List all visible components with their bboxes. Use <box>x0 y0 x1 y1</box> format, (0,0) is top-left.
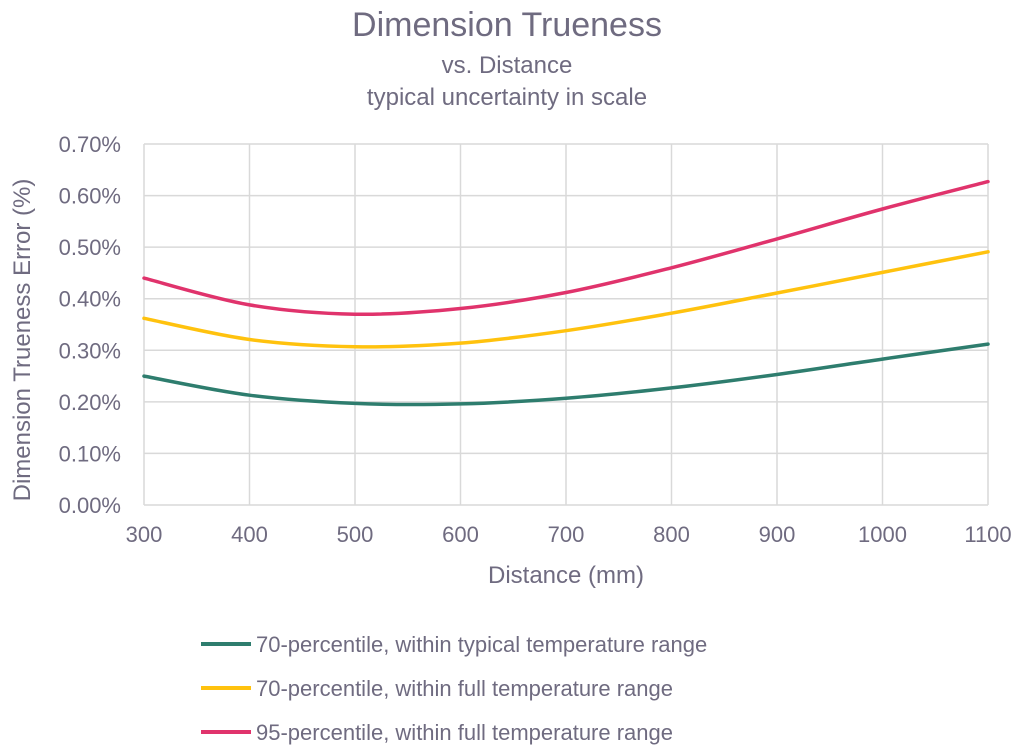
x-tick-label: 800 <box>653 522 690 547</box>
y-tick-label: 0.70% <box>59 132 121 157</box>
y-tick-label: 0.60% <box>59 184 121 209</box>
tick-labels: 0.00% 0.10% 0.20% 0.30% 0.40% 0.50% 0.60% 0.70%… <box>59 132 1012 547</box>
x-axis-title: Distance (mm) <box>488 562 644 589</box>
y-tick-label: 0.20% <box>59 390 121 415</box>
x-tick-label: 600 <box>442 522 479 547</box>
y-tick-label: 0.10% <box>59 441 121 466</box>
x-tick-label: 300 <box>126 522 163 547</box>
chart-subtitle-line-2: typical uncertainty in scale <box>367 84 647 111</box>
y-tick-label: 0.40% <box>59 287 121 312</box>
x-tick-label: 700 <box>548 522 585 547</box>
legend: 70-percentile, within typical temperatur… <box>201 632 707 745</box>
chart-subtitle-line-1: vs. Distance <box>442 52 573 79</box>
series-line-3 <box>142 179 990 317</box>
y-tick-label: 0.30% <box>59 338 121 363</box>
x-tick-label: 900 <box>759 522 796 547</box>
gridlines <box>143 143 989 506</box>
x-tick-label: 500 <box>337 522 374 547</box>
series-line-1 <box>142 342 990 407</box>
legend-label-1: 70-percentile, within typical temperatur… <box>256 632 707 657</box>
chart-title: Dimension Trueness <box>352 6 662 44</box>
series-lines <box>142 179 990 407</box>
y-tick-label: 0.50% <box>59 235 121 260</box>
x-tick-label: 400 <box>231 522 268 547</box>
y-tick-label: 0.00% <box>59 493 121 518</box>
series-line-2 <box>142 250 990 349</box>
x-tick-label: 1000 <box>858 522 907 547</box>
legend-label-3: 95-percentile, within full temperature r… <box>256 720 673 745</box>
legend-label-2: 70-percentile, within full temperature r… <box>256 676 673 701</box>
y-axis-title: Dimension Trueness Error (%) <box>9 179 36 502</box>
x-tick-label: 1100 <box>964 522 1011 547</box>
